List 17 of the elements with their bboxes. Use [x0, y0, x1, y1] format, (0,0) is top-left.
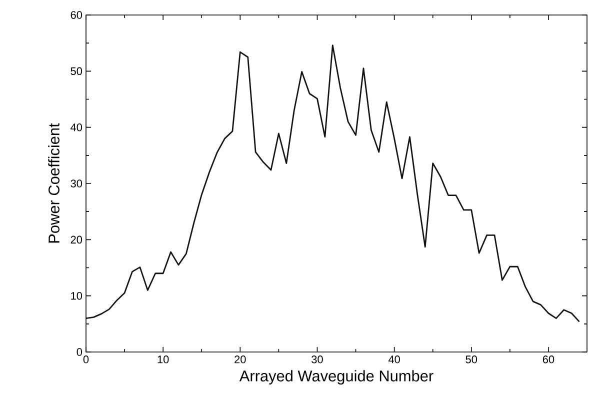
line-series [86, 44, 580, 322]
x-tick-label: 0 [83, 356, 89, 364]
y-tick-label: 30 [70, 180, 82, 188]
y-tick-label: 20 [70, 236, 82, 244]
x-tick-label: 20 [234, 356, 246, 364]
x-tick-label: 50 [466, 356, 478, 364]
y-tick-label: 60 [70, 11, 82, 19]
x-tick-label: 60 [542, 356, 554, 364]
x-tick-label: 40 [388, 356, 400, 364]
y-tick-label: 40 [70, 123, 82, 132]
y-tick-label: 10 [71, 292, 82, 300]
x-tick-label: 30 [312, 356, 323, 364]
y-axis-title: Power Coefficient [48, 123, 60, 243]
y-tick-label: 0 [76, 348, 82, 356]
x-tick-label: 10 [158, 356, 169, 364]
x-axis-title: Arrayed Waveguide Number [239, 370, 434, 385]
y-tick-label: 50 [70, 67, 82, 76]
